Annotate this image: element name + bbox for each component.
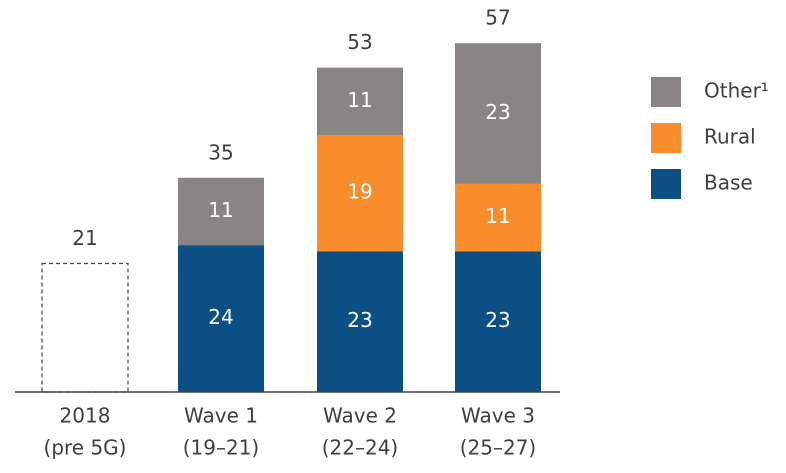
x-tick-label: (25–27) (460, 436, 537, 460)
bar-segment (317, 134, 403, 252)
segment-label: 23 (347, 308, 372, 332)
total-label: 57 (485, 6, 510, 30)
bar-segment (317, 67, 403, 135)
x-tick-label: Wave 1 (184, 404, 258, 428)
bar-segment (317, 251, 403, 392)
segment-label: 11 (208, 198, 233, 222)
segment-label: 11 (485, 204, 510, 228)
segment-label: 23 (485, 100, 510, 124)
bar-segment (455, 183, 541, 252)
total-label: 21 (72, 226, 97, 250)
x-tick-label: (pre 5G) (44, 436, 127, 460)
x-tick-label: 2018 (60, 404, 111, 428)
legend-swatch (651, 77, 681, 107)
x-tick-label: (22–24) (322, 436, 399, 460)
bar-segment (455, 43, 541, 184)
legend-swatch (651, 169, 681, 199)
total-label: 35 (208, 140, 233, 164)
segment-label: 23 (485, 308, 510, 332)
legend-label: Base (704, 171, 753, 195)
x-tick-label: Wave 2 (323, 404, 397, 428)
x-tick-label: Wave 3 (461, 404, 535, 428)
segment-label: 19 (347, 180, 372, 204)
bar-segment (178, 245, 264, 392)
segment-label: 24 (208, 305, 233, 329)
legend-label: Other¹ (704, 79, 769, 103)
dashed-bar (41, 262, 129, 393)
legend-label: Rural (704, 125, 756, 149)
legend-swatch (651, 123, 681, 153)
bar-segment (455, 251, 541, 392)
total-label: 53 (347, 30, 372, 54)
segment-label: 11 (347, 88, 372, 112)
bar-segment (178, 177, 264, 246)
x-tick-label: (19–21) (183, 436, 260, 460)
